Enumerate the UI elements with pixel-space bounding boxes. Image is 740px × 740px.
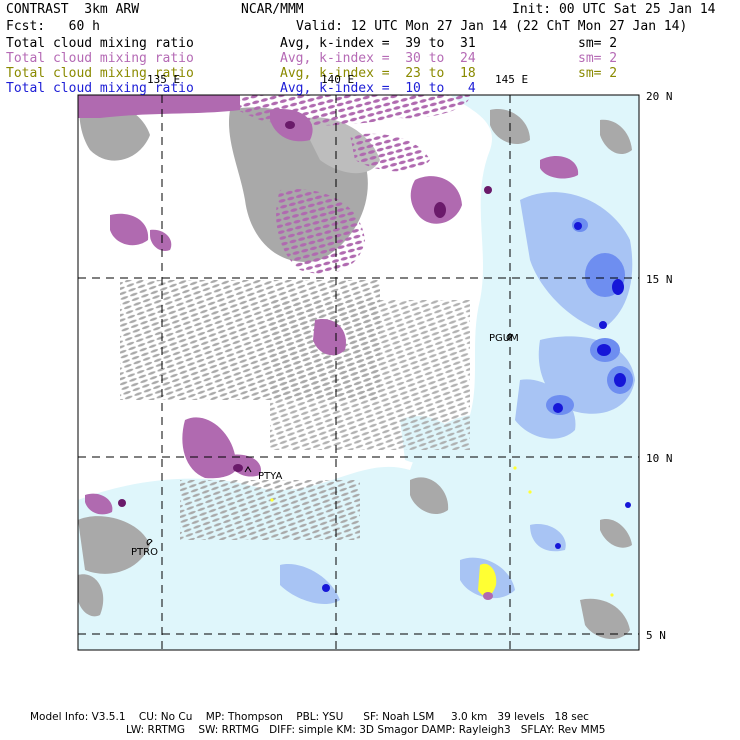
station-label-ptya: PTYA — [258, 471, 283, 482]
ptya-marker — [244, 466, 252, 473]
map-frame — [77, 94, 640, 651]
model-info-line2: LW: RRTMG SW: RRTMG DIFF: simple KM: 3D … — [126, 724, 606, 736]
lon-label-145e: 145 E — [495, 73, 529, 86]
field-sm-1: sm= 2 — [578, 36, 618, 51]
lat-label-10n: 10 N — [646, 452, 673, 465]
model-info-line1: Model Info: V3.5.1 CU: No Cu MP: Thompso… — [30, 711, 589, 723]
station-label-ptro: PTRO — [131, 547, 158, 558]
forecast-hour: Fcst: 60 h — [6, 19, 100, 34]
valid-time: Valid: 12 UTC Mon 27 Jan 14 (22 ChT Mon … — [296, 19, 688, 34]
field-label-1: Total cloud mixing ratio — [6, 36, 194, 51]
station-label-pgum: PGUM — [489, 333, 519, 344]
field-kindex-4: Avg, k-index = 10 to 4 — [280, 81, 476, 96]
model-name: CONTRAST 3km ARW — [6, 2, 140, 17]
field-kindex-1: Avg, k-index = 39 to 31 — [280, 36, 476, 51]
institution: NCAR/MMM — [241, 2, 304, 17]
field-kindex-3: Avg, k-index = 23 to 18 — [280, 66, 476, 81]
lat-label-5n: 5 N — [646, 629, 666, 642]
lon-label-135e: 135 E — [147, 73, 181, 86]
field-sm-2: sm= 2 — [578, 51, 618, 66]
ptro-marker — [146, 538, 153, 546]
lon-label-140e: 140 E — [321, 73, 355, 86]
lat-label-20n: 20 N — [646, 90, 673, 103]
lat-label-15n: 15 N — [646, 273, 673, 286]
field-label-4: Total cloud mixing ratio — [6, 81, 194, 96]
field-label-2: Total cloud mixing ratio — [6, 51, 194, 66]
field-kindex-2: Avg, k-index = 30 to 24 — [280, 51, 476, 66]
field-sm-3: sm= 2 — [578, 66, 618, 81]
pgum-marker — [506, 333, 513, 341]
field-label-3: Total cloud mixing ratio — [6, 66, 194, 81]
cloud-field-layer — [78, 95, 639, 650]
lat-lon-grid — [78, 95, 639, 650]
init-time: Init: 00 UTC Sat 25 Jan 14 — [512, 2, 716, 17]
